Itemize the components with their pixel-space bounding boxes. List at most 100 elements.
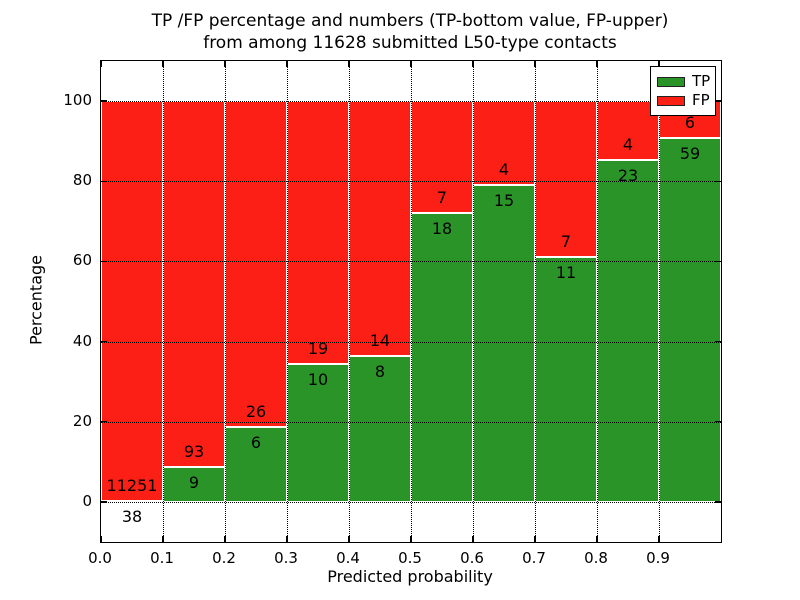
x-tick-top [348, 61, 350, 67]
fp-count-label: 14 [369, 331, 391, 351]
y-tick-left [101, 340, 107, 343]
horizontal-gridline [101, 181, 721, 183]
vertical-gridline [659, 61, 660, 542]
tp-count-label: 8 [374, 362, 386, 382]
tp-count-label: 15 [493, 191, 515, 211]
plot-area: TP FP 11251 38 93 9 26 6 19 10 14 8 7 18 4 15 7 11 4 23 6 5… [100, 60, 722, 543]
horizontal-gridline [101, 101, 721, 103]
y-tick-label: 0 [82, 491, 92, 510]
vertical-gridline [411, 61, 412, 542]
x-tick-top [534, 61, 536, 67]
fp-count-label: 26 [245, 401, 267, 421]
x-tick-label: 0.5 [398, 549, 422, 567]
bar-fp-segment [225, 101, 287, 427]
tp-count-label: 10 [307, 369, 329, 389]
x-tick-bottom [596, 536, 598, 542]
fp-count-label: 4 [622, 135, 634, 155]
fp-count-label: 11251 [106, 475, 158, 495]
tp-count-label: 59 [679, 144, 701, 164]
y-tick-label: 20 [72, 411, 92, 430]
bar-tp-segment [163, 466, 225, 502]
fp-count-label: 93 [183, 441, 205, 461]
x-tick-bottom [472, 536, 474, 542]
fp-count-label: 6 [684, 113, 696, 133]
y-tick-label: 100 [63, 91, 92, 110]
x-tick-bottom [534, 536, 536, 542]
x-tick-bottom [286, 536, 288, 542]
bar-fp-segment [287, 101, 349, 364]
x-tick-label: 0.9 [646, 549, 670, 567]
x-tick-bottom [348, 536, 350, 542]
tp-swatch-icon [657, 76, 685, 87]
bar-fp-segment [473, 101, 535, 186]
x-tick-label: 0.8 [584, 549, 608, 567]
tp-count-label: 18 [431, 219, 453, 239]
y-tick-left [101, 421, 107, 423]
y-tick-label: 60 [72, 251, 92, 270]
legend-label-fp: FP [692, 91, 710, 109]
bar-tp-segment [597, 160, 659, 502]
bar-fp-segment [535, 101, 597, 257]
tp-count-label: 11 [555, 262, 577, 282]
x-tick-top [596, 61, 598, 67]
x-tick-top [658, 61, 660, 67]
fp-count-label: 19 [307, 338, 329, 358]
y-tick-left [101, 180, 107, 182]
legend-label-tp: TP [692, 72, 711, 90]
y-tick-right [715, 421, 721, 423]
x-tick-bottom [224, 536, 226, 542]
fp-count-label: 4 [498, 160, 510, 180]
vertical-gridline [473, 61, 474, 542]
fp-count-label: 7 [560, 231, 572, 251]
tp-count-label: 6 [250, 432, 262, 452]
bar-fp-segment [163, 101, 225, 467]
horizontal-gridline [101, 501, 721, 503]
x-tick-bottom [162, 536, 164, 542]
x-tick-label: 0.2 [212, 549, 236, 567]
chart-title-line2: from among 11628 submitted L50-type cont… [203, 33, 617, 53]
x-tick-top [286, 61, 288, 67]
x-axis-label: Predicted probability [327, 567, 493, 586]
y-tick-left [101, 100, 107, 102]
y-tick-left [101, 260, 107, 263]
bar-tp-segment [659, 138, 721, 502]
x-tick-label: 0.0 [88, 549, 112, 567]
vertical-gridline [349, 61, 350, 542]
bar-fp-segment [597, 101, 659, 161]
x-tick-label: 0.3 [274, 549, 298, 567]
y-axis-label: Percentage [26, 254, 46, 346]
x-tick-top [472, 61, 474, 67]
fp-count-label: 7 [436, 188, 448, 208]
legend-item-fp: FP [657, 91, 710, 110]
vertical-gridline [163, 61, 164, 542]
bar-tp-segment [411, 213, 473, 502]
y-tick-right [715, 260, 721, 263]
bar-fp-segment [101, 101, 163, 501]
x-tick-top [100, 61, 102, 67]
horizontal-gridline [101, 341, 721, 343]
vertical-gridline [287, 61, 288, 542]
bar-tp-segment [473, 185, 535, 502]
vertical-gridline [535, 61, 536, 542]
tp-count-label: 38 [121, 506, 143, 526]
legend: TP FP [650, 66, 716, 116]
vertical-gridline [225, 61, 226, 542]
legend-item-tp: TP [657, 72, 711, 91]
bar-tp-segment [535, 256, 597, 502]
bar-fp-segment [349, 101, 411, 357]
horizontal-gridline [101, 261, 721, 263]
x-tick-top [410, 61, 412, 67]
fp-swatch-icon [657, 95, 685, 106]
y-tick-label: 40 [72, 331, 92, 350]
horizontal-gridline [101, 421, 721, 423]
x-tick-bottom [658, 536, 660, 542]
y-tick-right [715, 501, 721, 503]
y-tick-right [715, 340, 721, 343]
vertical-gridline [597, 61, 598, 542]
bar-tp-segment [349, 356, 411, 502]
x-tick-label: 0.4 [336, 549, 360, 567]
y-tick-left [101, 501, 107, 503]
x-tick-bottom [100, 536, 102, 542]
y-tick-right [715, 100, 721, 102]
